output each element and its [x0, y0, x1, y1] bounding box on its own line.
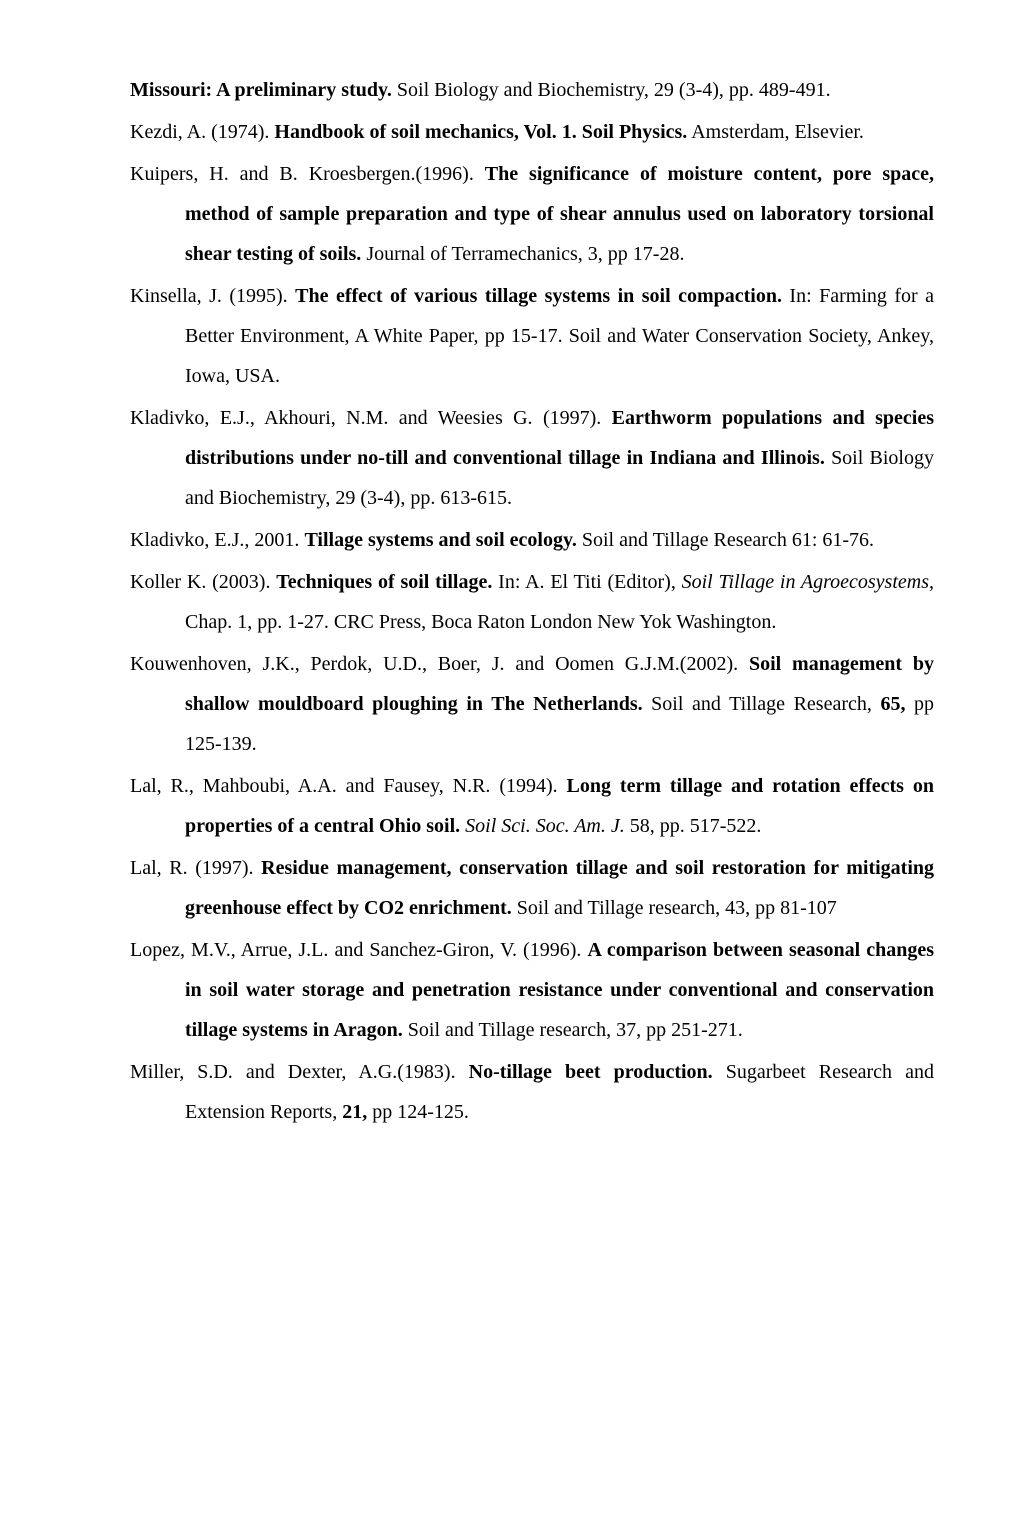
reference-entry: Koller K. (2003). Techniques of soil til…	[130, 562, 934, 642]
ref-title: Tillage systems and soil ecology.	[304, 529, 576, 551]
ref-text: Kinsella, J. (1995).	[130, 285, 295, 307]
ref-text: Soil and Tillage research, 37, pp 251-27…	[403, 1019, 743, 1041]
ref-italic: Soil Sci. Soc. Am. J.	[460, 815, 625, 837]
ref-title: Missouri: A preliminary study.	[130, 79, 392, 101]
ref-bold: 65,	[880, 693, 905, 715]
reference-entry: Missouri: A preliminary study. Soil Biol…	[130, 70, 934, 110]
ref-text: pp 124-125.	[367, 1101, 469, 1123]
ref-text: 58, pp. 517-522.	[625, 815, 762, 837]
reference-entry: Lal, R. (1997). Residue management, cons…	[130, 848, 934, 928]
ref-bold: 21,	[342, 1101, 367, 1123]
ref-title: Handbook of soil mechanics, Vol. 1. Soil…	[274, 121, 687, 143]
reference-entry: Kladivko, E.J., Akhouri, N.M. and Weesie…	[130, 398, 934, 518]
ref-text: Miller, S.D. and Dexter, A.G.(1983).	[130, 1061, 469, 1083]
reference-entry: Kuipers, H. and B. Kroesbergen.(1996). T…	[130, 154, 934, 274]
reference-entry: Kladivko, E.J., 2001. Tillage systems an…	[130, 520, 934, 560]
ref-text: Soil and Tillage Research,	[643, 693, 881, 715]
ref-text: Soil and Tillage research, 43, pp 81-107	[512, 897, 837, 919]
ref-text: Kladivko, E.J., Akhouri, N.M. and Weesie…	[130, 407, 612, 429]
reference-entry: Lal, R., Mahboubi, A.A. and Fausey, N.R.…	[130, 766, 934, 846]
ref-title: The effect of various tillage systems in…	[295, 285, 782, 307]
ref-italic: Soil Tillage in Agroecosystems,	[682, 571, 934, 593]
ref-text: Soil and Tillage Research 61: 61-76.	[577, 529, 874, 551]
ref-text: Journal of Terramechanics, 3, pp 17-28.	[361, 243, 684, 265]
ref-text: Lal, R. (1997).	[130, 857, 261, 879]
ref-title: Techniques of soil tillage.	[276, 571, 492, 593]
ref-text: Soil Biology and Biochemistry, 29 (3-4),…	[392, 79, 831, 101]
ref-text: Kouwenhoven, J.K., Perdok, U.D., Boer, J…	[130, 653, 749, 675]
reference-entry: Miller, S.D. and Dexter, A.G.(1983). No-…	[130, 1052, 934, 1132]
reference-entry: Kinsella, J. (1995). The effect of vario…	[130, 276, 934, 396]
ref-text: Lal, R., Mahboubi, A.A. and Fausey, N.R.…	[130, 775, 567, 797]
ref-text: Koller K. (2003).	[130, 571, 276, 593]
ref-text: Amsterdam, Elsevier.	[687, 121, 864, 143]
ref-text: Kezdi, A. (1974).	[130, 121, 274, 143]
reference-entry: Kezdi, A. (1974). Handbook of soil mecha…	[130, 112, 934, 152]
ref-text: Kuipers, H. and B. Kroesbergen.(1996).	[130, 163, 485, 185]
ref-text: In: A. El Titi (Editor),	[492, 571, 681, 593]
page-content: Missouri: A preliminary study. Soil Biol…	[0, 0, 1024, 1204]
ref-text: Lopez, M.V., Arrue, J.L. and Sanchez-Gir…	[130, 939, 587, 961]
reference-entry: Lopez, M.V., Arrue, J.L. and Sanchez-Gir…	[130, 930, 934, 1050]
ref-text: Chap. 1, pp. 1-27. CRC Press, Boca Raton…	[185, 611, 776, 633]
ref-title: No-tillage beet production.	[469, 1061, 713, 1083]
ref-text: Kladivko, E.J., 2001.	[130, 529, 304, 551]
reference-entry: Kouwenhoven, J.K., Perdok, U.D., Boer, J…	[130, 644, 934, 764]
